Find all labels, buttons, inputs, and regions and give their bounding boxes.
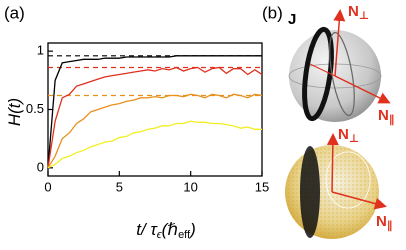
orbit-band	[302, 26, 334, 122]
y-axis-label-part: )	[5, 98, 24, 106]
x-tick-label: 0	[44, 179, 51, 194]
x-axis-label-part: (ℏ	[162, 220, 178, 239]
sphere-label-part: ⊥	[349, 133, 359, 145]
axis-line	[309, 63, 336, 77]
axis-arrow	[326, 133, 339, 193]
y-axis-label: H(t)	[5, 98, 24, 126]
plot-frame	[47, 42, 263, 177]
y-tick-label: 0	[37, 159, 44, 174]
top-sphere: J N⊥ N∥	[288, 3, 394, 126]
x-tick-label: 5	[116, 179, 123, 194]
sphere-label: J	[288, 11, 296, 28]
y-tick-label: 0.5	[26, 101, 44, 116]
orbit-line	[329, 32, 355, 116]
sphere-label: N⊥	[338, 126, 359, 145]
x-axis-label-part: t	[136, 220, 142, 239]
sphere-label: N∥	[378, 107, 394, 126]
y-tick-label: 1	[37, 43, 44, 58]
sphere-label-part: N	[378, 107, 389, 124]
axis-arrow	[334, 75, 391, 104]
series-line	[47, 55, 262, 168]
panel-label: (b)	[262, 3, 283, 22]
x-tick-label: 15	[255, 179, 269, 194]
x-axis-label-part: / τ	[140, 220, 158, 239]
x-axis-label-part: ϵ	[157, 229, 162, 241]
sphere-label-part: N	[338, 126, 349, 143]
axis-arrow	[333, 9, 346, 77]
axis-arrow	[331, 191, 387, 210]
x-axis-label-part: )	[188, 220, 196, 239]
x-axis-label-part: eff	[178, 229, 191, 241]
orbit-line	[325, 151, 371, 209]
sphere-label: N∥	[376, 213, 392, 232]
series-line	[47, 66, 263, 168]
sphere-label: N⊥	[348, 3, 369, 22]
sphere-label-part: N	[348, 3, 359, 20]
x-axis-label: t/ τϵ(ℏeff)	[136, 220, 196, 240]
bottom-sphere: N⊥ N∥	[285, 126, 392, 239]
sphere-label-part: N	[376, 213, 387, 230]
series-line	[47, 120, 262, 169]
sphere-label-part: ∥	[387, 220, 393, 232]
panel-label: (a)	[4, 3, 25, 22]
sphere-label-part: ∥	[389, 114, 395, 126]
sphere-label-part: ⊥	[359, 10, 369, 22]
x-tick-label: 10	[183, 179, 197, 194]
orbit-band	[300, 146, 320, 238]
y-axis-label-part: H(	[5, 106, 24, 126]
y-axis-label-part: t	[5, 102, 24, 108]
series-line	[47, 93, 263, 169]
